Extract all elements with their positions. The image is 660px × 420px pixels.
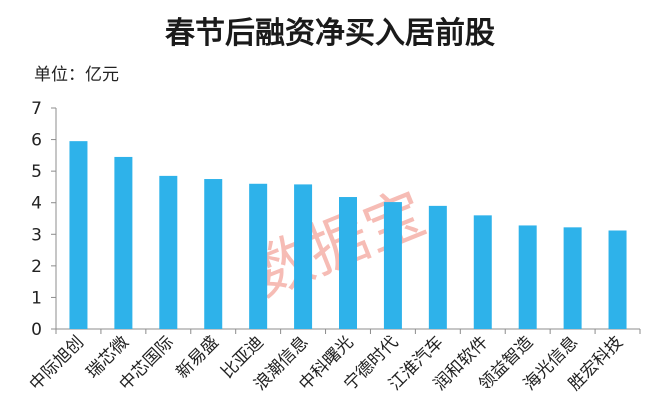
bar <box>294 184 313 329</box>
bar <box>204 179 223 329</box>
y-tick-label: 5 <box>31 162 42 182</box>
unit-label: 单位：亿元 <box>34 65 119 85</box>
chart-title: 春节后融资净买入居前股 <box>165 16 495 51</box>
bar <box>69 141 88 329</box>
y-tick-label: 4 <box>31 194 42 214</box>
y-tick-label: 2 <box>31 257 42 277</box>
bar <box>339 197 357 329</box>
x-tick-label: 新易盛 <box>173 332 223 382</box>
y-tick-label: 7 <box>31 99 42 119</box>
bar <box>518 225 537 329</box>
y-tick-label: 6 <box>31 131 42 151</box>
y-tick-label: 1 <box>31 288 42 308</box>
y-tick-label: 3 <box>31 225 42 245</box>
watermark: 数据宝 <box>242 178 435 310</box>
x-tick-label: 中际旭创 <box>26 332 88 394</box>
bar <box>249 183 268 329</box>
bar <box>428 205 447 329</box>
bar <box>608 230 627 329</box>
bar <box>114 156 133 329</box>
y-tick-label: 0 <box>31 320 42 340</box>
bar <box>159 175 178 329</box>
bar <box>473 215 492 329</box>
bar <box>383 202 402 329</box>
bar <box>563 227 582 329</box>
